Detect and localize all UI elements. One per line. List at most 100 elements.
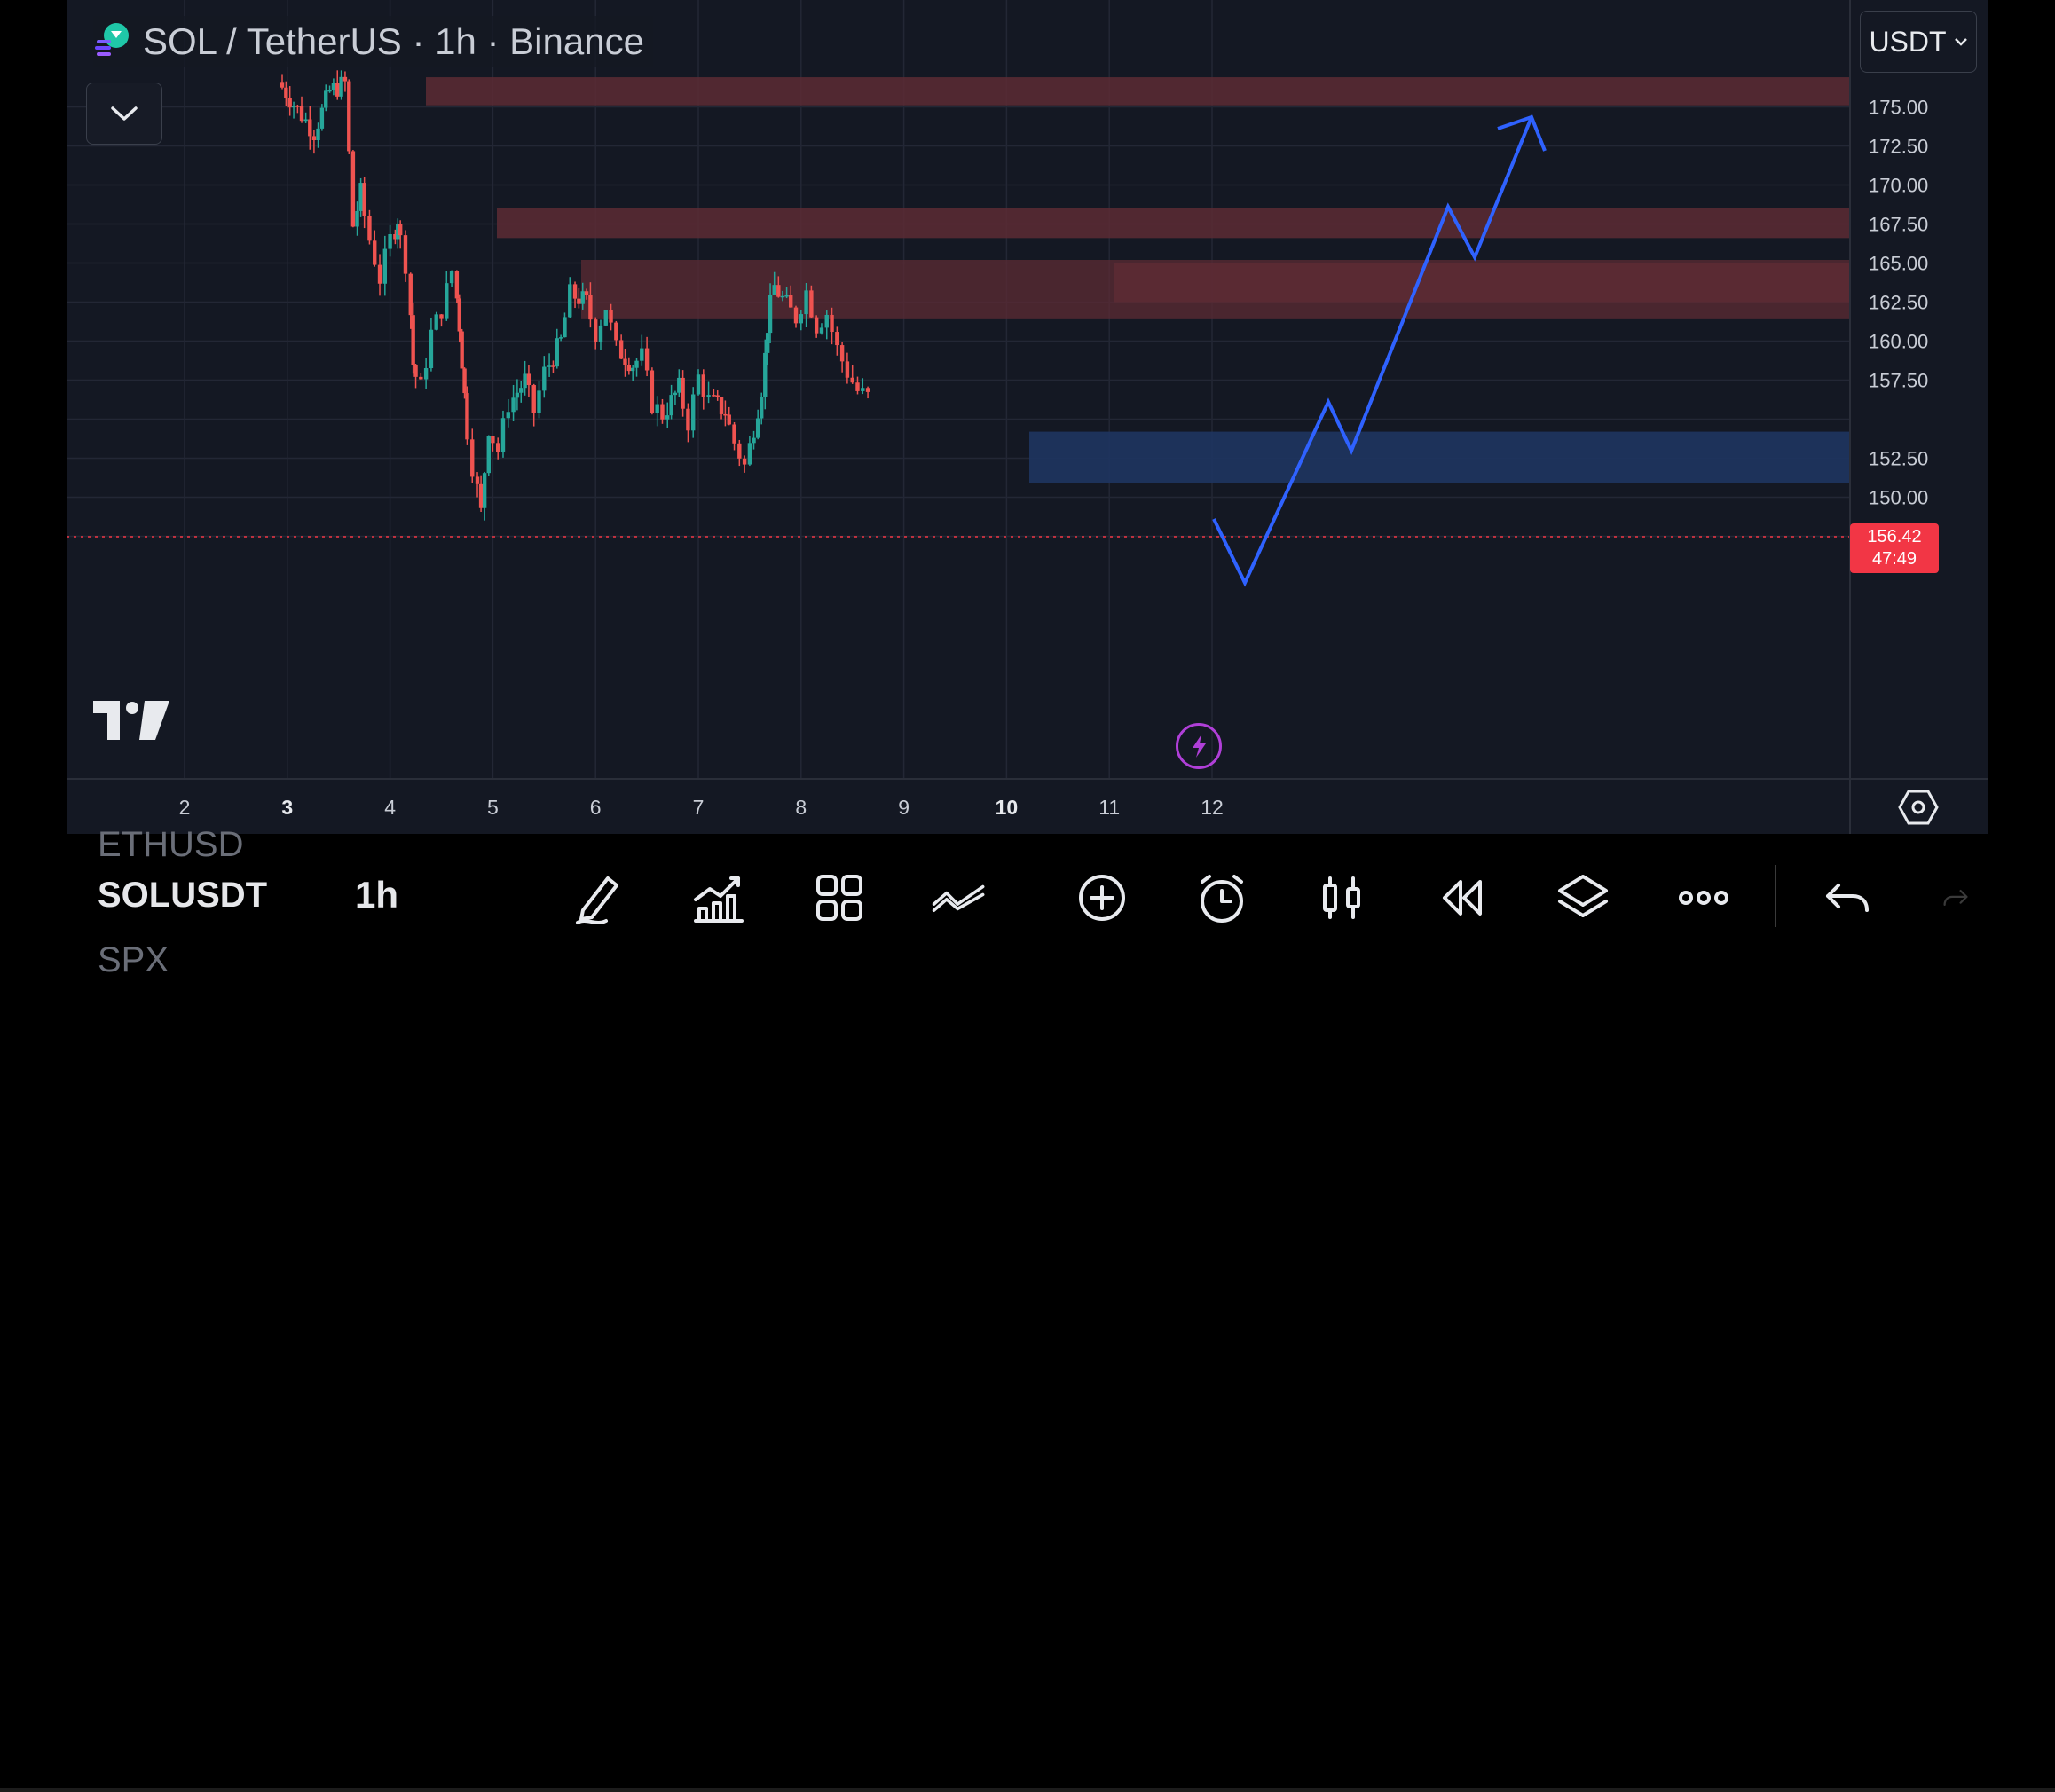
- time-tick-label: 9: [898, 796, 909, 819]
- candle-body: [537, 390, 541, 413]
- flash-icon[interactable]: [1176, 723, 1222, 769]
- binance-logo-icon: [93, 20, 132, 64]
- price-tick-label: 162.50: [1869, 292, 1928, 314]
- candle-body: [715, 395, 720, 397]
- candle-body: [555, 338, 559, 367]
- candle-body: [542, 366, 547, 391]
- candle-body: [295, 106, 300, 107]
- price-zone: [1114, 263, 1850, 303]
- time-tick-label: 10: [996, 796, 1019, 819]
- undo-icon: [1826, 884, 1869, 912]
- projection-path: [1212, 116, 1533, 587]
- candle-body: [681, 377, 685, 409]
- candle-body: [669, 395, 673, 416]
- candle-body: [308, 119, 312, 137]
- time-tick-label: 11: [1098, 796, 1120, 819]
- time-tick-label: 4: [384, 796, 396, 819]
- compare-button[interactable]: [931, 869, 988, 926]
- candles: [280, 70, 870, 521]
- chart-grid: [67, 0, 1850, 779]
- templates-button[interactable]: [811, 869, 868, 926]
- rewind-button[interactable]: [1434, 869, 1491, 926]
- time-tick-label: 2: [179, 796, 191, 819]
- candle-body: [712, 395, 716, 397]
- alert-button[interactable]: [1193, 869, 1250, 926]
- price-tick-label: 167.50: [1869, 214, 1928, 236]
- candle-body: [482, 473, 487, 508]
- candle-body: [644, 348, 650, 371]
- candle-body: [594, 319, 598, 342]
- redo-button[interactable]: [1940, 869, 1972, 926]
- collapse-legend-button[interactable]: [86, 83, 162, 145]
- time-tick-label: 6: [590, 796, 602, 819]
- price-tick-label: 160.00: [1869, 331, 1928, 353]
- add-button[interactable]: [1074, 869, 1130, 926]
- bottom-edge: [0, 1788, 2055, 1792]
- candle-body: [486, 436, 491, 474]
- candle-body: [580, 291, 585, 304]
- interval-button[interactable]: 1h: [355, 874, 399, 916]
- candle-body: [673, 392, 678, 396]
- bar-countdown: 47:49: [1871, 549, 1917, 569]
- candle-body: [691, 394, 696, 431]
- symbol-list-prev[interactable]: ETHUSD: [98, 825, 244, 864]
- chart-settings-icon[interactable]: [1897, 788, 1940, 831]
- candle-body: [861, 388, 865, 391]
- currency-select[interactable]: USDT: [1860, 11, 1977, 73]
- price-zone: [426, 77, 1850, 106]
- symbol-header[interactable]: SOL / TetherUS · 1h · Binance: [93, 16, 653, 67]
- candle-body: [588, 295, 593, 320]
- indicators-button[interactable]: [690, 869, 747, 926]
- symbol-list-next[interactable]: SPX: [98, 940, 169, 979]
- candle-body: [347, 81, 351, 152]
- candle-body: [373, 240, 377, 265]
- chart-panel[interactable]: 175.00 172.50 170.00 167.50 165.00 162.50 160.…: [67, 0, 1988, 834]
- candle-body: [408, 273, 413, 316]
- candle-body: [377, 264, 382, 284]
- undo-button[interactable]: [1819, 869, 1876, 926]
- candle-body: [830, 314, 834, 333]
- candle-body: [475, 476, 480, 484]
- candle-body: [696, 374, 701, 395]
- tradingview-logo-icon[interactable]: [93, 701, 169, 744]
- candle-body: [706, 395, 711, 397]
- candle-body: [316, 128, 320, 141]
- candle-body: [457, 298, 461, 332]
- time-tick-label: 3: [281, 796, 293, 819]
- candle-body: [572, 284, 578, 299]
- candle-body: [362, 183, 366, 216]
- candle-body: [350, 151, 356, 227]
- price-tick-label: 170.00: [1869, 175, 1928, 197]
- draw-tool-button[interactable]: [571, 869, 627, 926]
- bar-replay-button[interactable]: [1314, 869, 1371, 926]
- price-zones: [426, 77, 1850, 483]
- candle-body: [626, 365, 632, 372]
- candle-body: [287, 98, 292, 108]
- last-price-value: 156.42: [1867, 527, 1922, 546]
- symbol-title[interactable]: SOL / TetherUS · 1h · Binance: [143, 20, 644, 62]
- time-tick-label: 8: [795, 796, 807, 819]
- pencil-icon: [576, 876, 618, 924]
- candle-body: [723, 413, 728, 416]
- candle-body: [650, 370, 655, 413]
- candle-body: [439, 314, 444, 319]
- symbol-list-current[interactable]: SOLUSDT: [98, 876, 268, 915]
- candle-body: [655, 404, 659, 413]
- candle-body: [760, 397, 764, 419]
- chart-canvas[interactable]: 175.00 172.50 170.00 167.50 165.00 162.50 160.…: [67, 0, 1988, 834]
- templates-icon: [816, 875, 862, 921]
- price-tick-label: 152.50: [1869, 448, 1928, 470]
- alert-icon: [1201, 875, 1243, 923]
- candle-body: [462, 368, 467, 394]
- candle-body: [342, 76, 348, 82]
- price-tick-label: 172.50: [1869, 136, 1928, 158]
- candle-body: [465, 393, 469, 440]
- candle-body: [609, 310, 613, 323]
- candle-body: [784, 295, 789, 297]
- candle-body: [793, 307, 799, 324]
- layers-button[interactable]: [1555, 869, 1611, 926]
- time-tick-label: 7: [693, 796, 705, 819]
- more-button[interactable]: [1675, 869, 1732, 926]
- chevron-down-icon: [1954, 38, 1967, 46]
- candle-body: [855, 382, 860, 391]
